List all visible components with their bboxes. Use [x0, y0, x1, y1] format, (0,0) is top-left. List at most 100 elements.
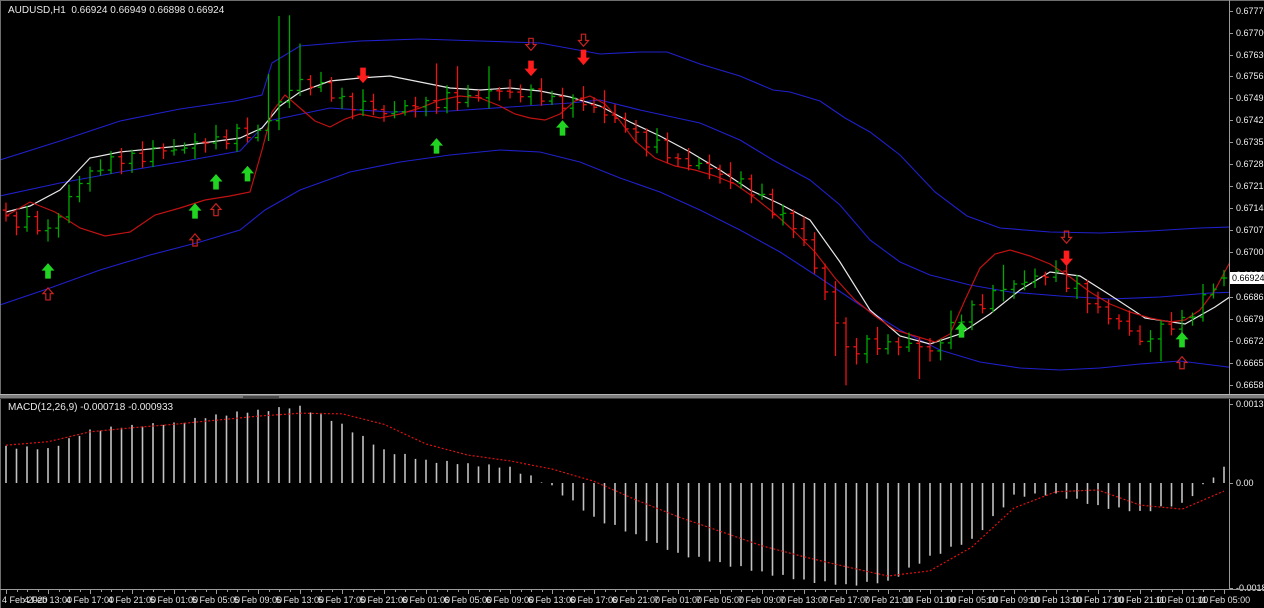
macd-label: 0.00: [1236, 478, 1254, 488]
time-minor-tick: [793, 590, 795, 592]
buy-arrow-icon: [41, 263, 55, 279]
time-minor-tick: [940, 590, 942, 592]
price-label: 0.67355: [1236, 137, 1264, 147]
time-minor-tick: [520, 590, 522, 592]
time-minor-tick: [226, 590, 228, 592]
time-label: 10 Feb 17:00: [1071, 595, 1125, 605]
panel-splitter[interactable]: [0, 394, 1264, 399]
time-minor-tick: [142, 590, 144, 592]
time-label: 5 Feb 05:00: [191, 595, 241, 605]
time-minor-tick: [1045, 590, 1047, 592]
price-label: 0.67005: [1236, 247, 1264, 257]
slow-ma-line: [5, 94, 1229, 343]
time-major-tick: [888, 590, 889, 594]
time-label: 10 Feb 21:00: [1113, 595, 1167, 605]
time-minor-tick: [541, 590, 543, 592]
time-major-tick: [384, 590, 385, 594]
time-major-tick: [426, 590, 427, 594]
time-minor-tick: [951, 590, 952, 592]
hollow-down-arrow-icon: [1060, 230, 1073, 245]
time-major-tick: [678, 590, 679, 594]
time-major-tick: [594, 590, 595, 594]
hollow-up-arrow-icon: [188, 232, 202, 247]
time-label: 5 Feb 01:00: [149, 595, 199, 605]
time-major-tick: [552, 590, 553, 594]
price-label: 0.67425: [1236, 115, 1264, 125]
hollow-up-arrow-icon: [209, 202, 223, 217]
time-minor-tick: [436, 590, 438, 592]
time-minor-tick: [415, 590, 417, 592]
price-label: 0.66865: [1236, 292, 1264, 302]
window-left-border: [0, 0, 1, 608]
sell-arrow-icon: [1060, 250, 1073, 267]
time-major-tick: [1224, 590, 1225, 594]
time-label: 5 Feb 21:00: [359, 595, 409, 605]
time-minor-tick: [1171, 590, 1173, 592]
time-minor-tick: [205, 590, 207, 592]
sell-arrow-icon: [356, 67, 370, 84]
time-major-tick: [132, 590, 133, 594]
macd-label: -0.001803: [1236, 583, 1264, 593]
time-minor-tick: [58, 590, 60, 592]
sell-arrow-icon: [577, 49, 590, 66]
price-tick: [1230, 297, 1233, 298]
time-label: 4 Feb 21:00: [107, 595, 157, 605]
time-minor-tick: [583, 590, 585, 592]
time-minor-tick: [1003, 590, 1005, 592]
price-label: 0.66795: [1236, 314, 1264, 324]
time-minor-tick: [741, 590, 742, 592]
time-minor-tick: [16, 590, 18, 592]
time-minor-tick: [331, 590, 333, 592]
time-minor-tick: [321, 590, 322, 592]
time-label: 6 Feb 09:00: [485, 595, 535, 605]
time-minor-tick: [373, 590, 375, 592]
time-minor-tick: [835, 590, 837, 592]
time-minor-tick: [268, 590, 270, 592]
price-label: 0.67145: [1236, 203, 1264, 213]
time-minor-tick: [825, 590, 826, 592]
time-minor-tick: [657, 590, 658, 592]
price-tick: [1230, 142, 1233, 143]
time-major-tick: [636, 590, 637, 594]
time-minor-tick: [247, 590, 249, 592]
time-minor-tick: [573, 590, 574, 592]
macd-tick: [1230, 404, 1233, 405]
time-minor-tick: [856, 590, 858, 592]
time-scale[interactable]: 4 Feb 2020 4 Feb 13:00 4 Feb 17:00 4 Feb 21…: [0, 589, 1264, 608]
time-minor-tick: [279, 590, 280, 592]
price-tick: [1230, 363, 1233, 364]
price-label: 0.66725: [1236, 336, 1264, 346]
time-label: 6 Feb 13:00: [527, 595, 577, 605]
price-label: 0.67565: [1236, 71, 1264, 81]
window-top-border: [0, 0, 1264, 1]
time-label: 7 Feb 21:00: [863, 595, 913, 605]
time-minor-tick: [405, 590, 406, 592]
time-minor-tick: [604, 590, 606, 592]
time-minor-tick: [289, 590, 291, 592]
time-major-tick: [1182, 590, 1183, 594]
macd-panel[interactable]: [0, 400, 1229, 589]
time-major-tick: [804, 590, 805, 594]
price-tick: [1230, 164, 1233, 165]
time-minor-tick: [688, 590, 690, 592]
time-major-tick: [846, 590, 847, 594]
time-minor-tick: [37, 590, 39, 592]
price-tick: [1230, 385, 1233, 386]
price-tick: [1230, 120, 1233, 121]
buy-arrow-icon: [188, 203, 202, 219]
time-minor-tick: [867, 590, 868, 592]
time-minor-tick: [237, 590, 238, 592]
price-tick: [1230, 208, 1233, 209]
price-tick: [1230, 98, 1233, 99]
time-minor-tick: [100, 590, 102, 592]
macd-histogram: [5, 405, 1225, 586]
time-major-tick: [510, 590, 511, 594]
time-label: 11 Feb 05:00: [1197, 595, 1251, 605]
price-tick: [1230, 341, 1233, 342]
current-price-tag: 0.66924: [1230, 272, 1264, 284]
price-tick: [1230, 252, 1233, 253]
main-chart[interactable]: [0, 0, 1229, 394]
